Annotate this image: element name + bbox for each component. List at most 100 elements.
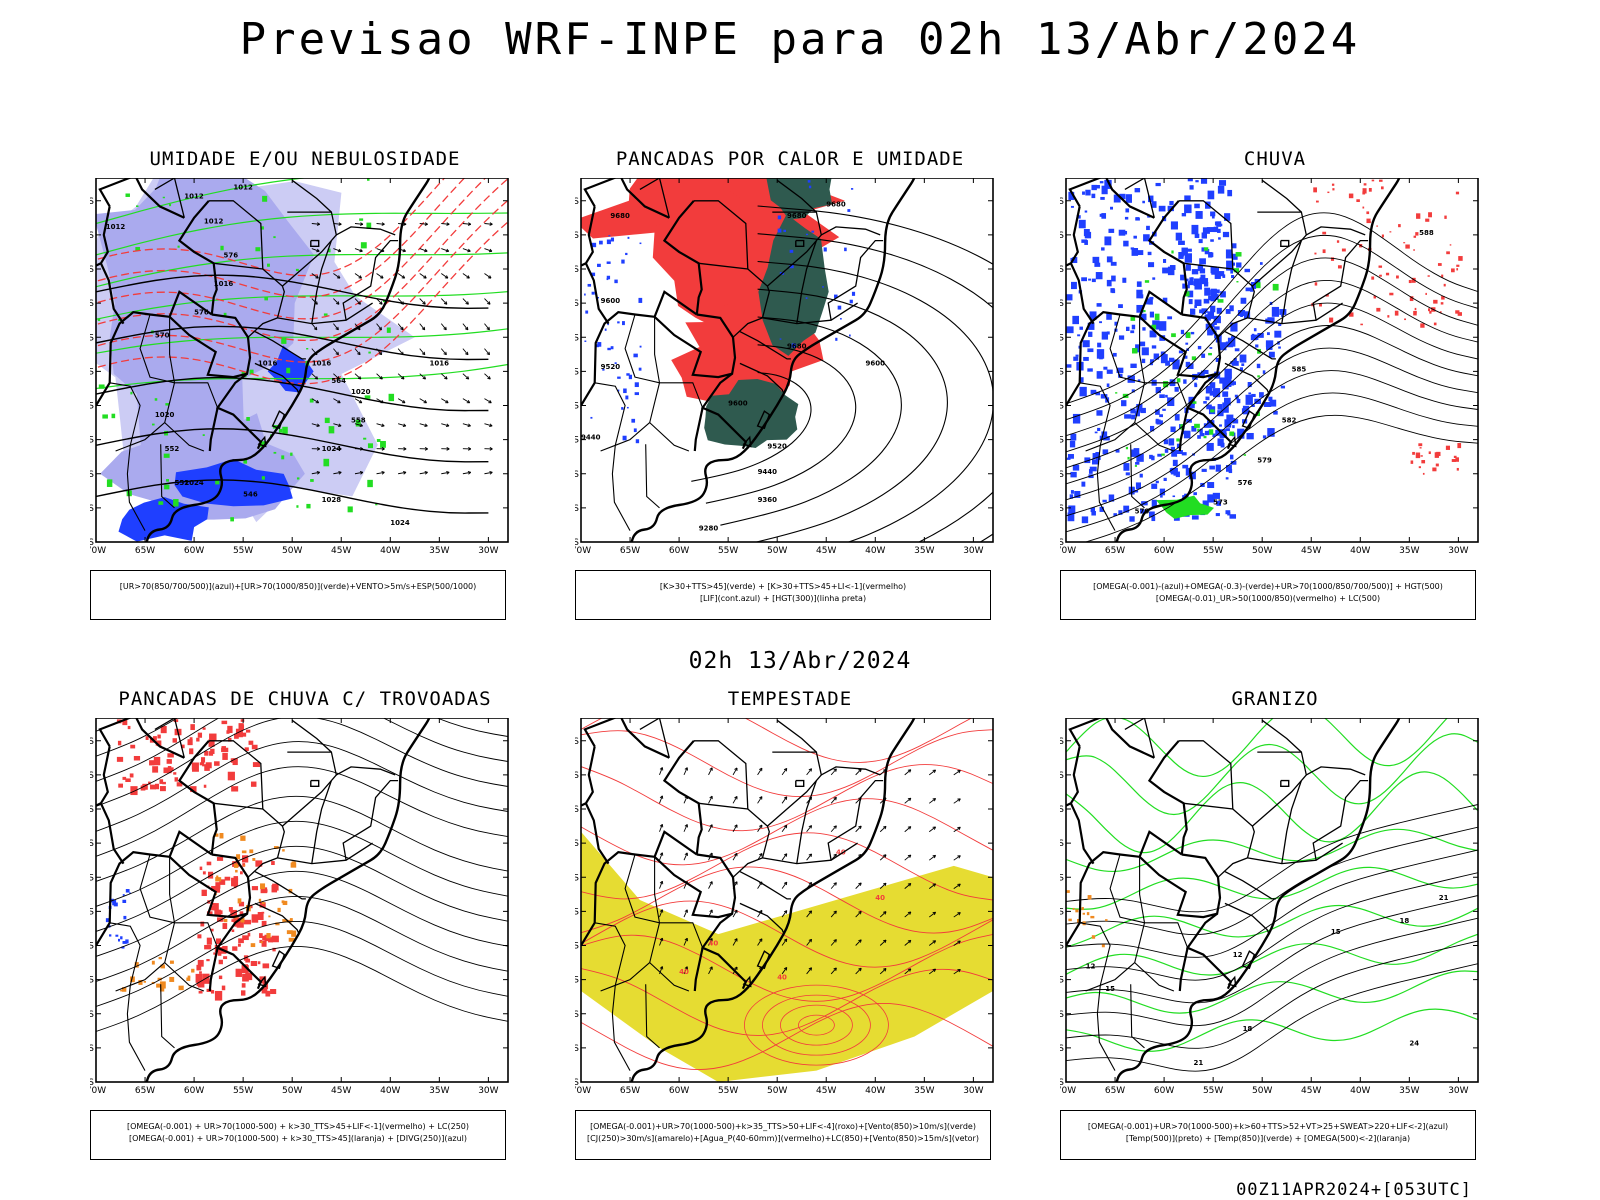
omega-cell [1259, 392, 1264, 398]
lat-label: 30S [575, 942, 579, 952]
omega-cell [1210, 295, 1217, 302]
divergence-cell [122, 940, 127, 944]
omega-cell [1206, 442, 1214, 451]
wind-vector [855, 768, 862, 776]
strong-omega-cell [1151, 324, 1157, 330]
thunderstorm-cell [233, 885, 237, 889]
state-border [1124, 178, 1155, 218]
thunderstorm-cell [257, 912, 264, 919]
wind-vector [708, 767, 713, 776]
omega-cell [1224, 397, 1231, 406]
omega-cell [1262, 370, 1266, 374]
lat-label: 18S [90, 265, 94, 275]
thunderstorm-cell [173, 719, 179, 723]
thunderstorm-cell [227, 725, 233, 733]
precip-water-contour [581, 798, 993, 866]
shower-cell [215, 877, 222, 882]
wind-vector-head [403, 470, 407, 475]
wind-vector [953, 769, 961, 776]
thunderstorm-cell [211, 885, 217, 891]
low-humidity-cell [255, 247, 261, 252]
wind-vector [708, 795, 713, 804]
omega-cell [1141, 358, 1146, 364]
thunderstorm-cell [243, 919, 252, 925]
omega-cell [1158, 205, 1166, 212]
country-border [168, 290, 252, 379]
wind-vector-head [357, 376, 362, 380]
omega-cell [1130, 247, 1135, 250]
contour-label: 9280 [699, 525, 719, 533]
omega-cell [1116, 367, 1124, 374]
omega-cell [1215, 357, 1220, 362]
rain-cell [1408, 279, 1412, 284]
wind-vector-head [808, 853, 813, 857]
omega-cell [1096, 349, 1105, 359]
shower-cell [169, 960, 174, 964]
humidity-contour [96, 178, 309, 225]
contour-label: 579 [1257, 456, 1272, 464]
divergence-cell [109, 934, 112, 937]
omega-cell [1180, 329, 1185, 335]
thunderstorm-cell [216, 856, 224, 861]
contour-label: 576 [1238, 479, 1253, 487]
wind-vector-head [424, 447, 428, 451]
lon-label: 40W [1350, 546, 1370, 556]
contour-label: 18 [1400, 917, 1410, 925]
omega-cell [1135, 482, 1141, 489]
legend-line: [CJ(250)>30m/s](amarelo)+[Agua_P(40-60mm… [587, 1134, 979, 1143]
omega-cell [1079, 386, 1087, 397]
omega-cell [1081, 516, 1089, 524]
state-border [1305, 226, 1366, 236]
wind-vector-head [907, 883, 912, 887]
country-border [584, 802, 610, 865]
lagoon [1227, 975, 1237, 988]
omega-cell [1173, 470, 1178, 476]
omega-cell [1134, 489, 1139, 493]
lifted-index-cell [606, 261, 611, 264]
strong-omega-cell [1154, 313, 1160, 321]
country-border [99, 802, 125, 865]
omega-cell [1069, 494, 1074, 499]
lagoon [257, 975, 267, 988]
omega-cell [1182, 464, 1189, 469]
thunderstorm-cell [190, 724, 195, 731]
thunderstorm-cell [130, 744, 136, 749]
omega-cell [1088, 278, 1092, 281]
wind-vector-head [338, 423, 342, 427]
wind-vector [354, 423, 363, 427]
thunderstorm-cell [208, 751, 214, 756]
low-humidity-cell [286, 367, 291, 374]
wind-vector-head [808, 825, 813, 829]
wind-vector [806, 910, 812, 918]
lifted-index-cell [789, 265, 794, 269]
state-border [254, 871, 306, 900]
lat-label: 39S [90, 1044, 94, 1054]
thunderstorm-cell [272, 883, 279, 891]
omega-cell [1248, 392, 1252, 395]
lifted-index-cell [614, 279, 618, 284]
wind-vector [462, 348, 469, 356]
temp850-contour [1066, 970, 1478, 1014]
wind-vector [830, 939, 837, 946]
lat-label: 24S [90, 333, 94, 343]
shower-cell [282, 919, 288, 923]
omega-cell [1151, 516, 1156, 522]
thunderstorm-cell [205, 762, 212, 769]
contour-label: 1016 [258, 360, 278, 368]
level-contour [744, 984, 889, 1066]
lifted-index-cell [849, 299, 853, 304]
lon-label: 65W [620, 1086, 640, 1096]
wind-vector [419, 273, 427, 279]
omega-cell [1072, 413, 1081, 424]
thunderstorm-cell [262, 963, 270, 969]
wind-vector [904, 797, 912, 804]
low-humidity-cell [130, 391, 133, 395]
low-humidity-cell [264, 296, 269, 301]
province-border [109, 382, 141, 446]
thunderstorm-cell [204, 944, 212, 950]
thunderstorm-cell [204, 752, 208, 755]
thunderstorm-cell [241, 855, 249, 863]
wind-vector-head [335, 301, 340, 305]
lon-label: 55W [1203, 1086, 1223, 1096]
rain-cell [1362, 206, 1365, 209]
